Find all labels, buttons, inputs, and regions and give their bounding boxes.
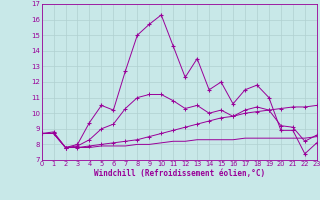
X-axis label: Windchill (Refroidissement éolien,°C): Windchill (Refroidissement éolien,°C): [94, 169, 265, 178]
